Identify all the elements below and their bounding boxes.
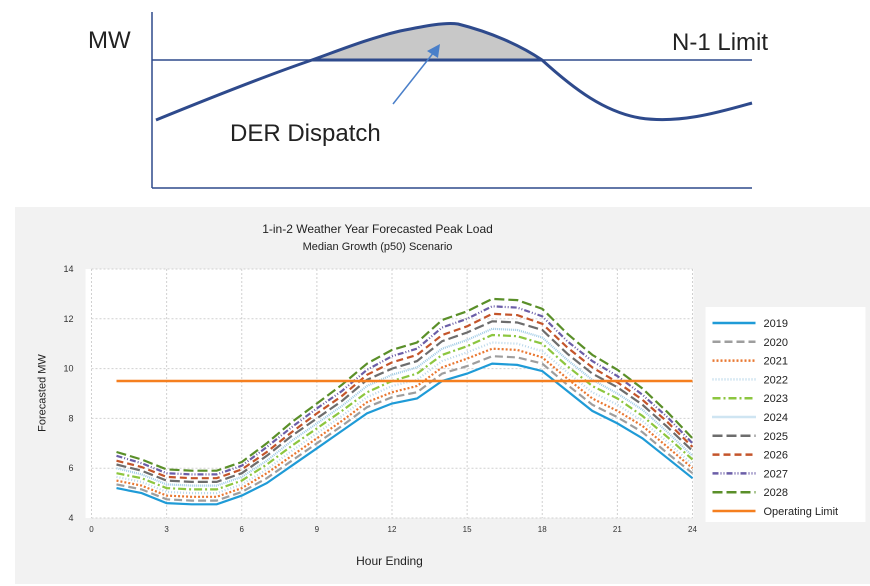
legend-label: 2026	[764, 450, 788, 462]
peak-load-chart: 1-in-2 Weather Year Forecasted Peak Load…	[15, 207, 870, 584]
x-tick-label: 12	[388, 525, 397, 534]
y-tick-label: 12	[63, 314, 73, 324]
legend-label: 2020	[764, 337, 788, 349]
grid-lines	[91, 268, 693, 519]
load-curve	[155, 22, 753, 122]
legend-label: 2023	[764, 393, 788, 405]
series-line-2025	[116, 320, 694, 483]
series-line-2019	[116, 362, 694, 506]
y-tick-label: 6	[68, 463, 73, 473]
x-tick-label: 24	[688, 525, 697, 534]
y-tick-label: 14	[63, 264, 73, 274]
legend-label: 2021	[764, 356, 788, 368]
y-tick-label: 4	[68, 513, 73, 523]
x-tick-label: 6	[240, 525, 245, 534]
series-lines	[116, 297, 694, 506]
chart-title: 1-in-2 Weather Year Forecasted Peak Load	[262, 222, 493, 236]
y-axis-label: Forecasted MW	[37, 354, 49, 432]
series-line-2023	[116, 333, 694, 491]
series-line-2027	[116, 305, 694, 476]
series-line-2020	[116, 355, 694, 502]
der-dispatch-diagram: MW N-1 Limit DER Dispatch	[88, 12, 768, 189]
dispatch-arrow	[392, 51, 435, 105]
series-line-2021	[116, 347, 694, 498]
legend-label: 2025	[764, 431, 788, 443]
legend-label: 2022	[764, 374, 788, 386]
series-line-2022	[116, 341, 694, 495]
arrow-head-icon	[427, 44, 440, 58]
n1-limit-label: N-1 Limit	[672, 29, 768, 56]
legend-label: 2027	[764, 468, 788, 480]
x-tick-label: 9	[315, 525, 320, 534]
mw-label: MW	[88, 27, 131, 54]
legend: 2019 2020 2021 2022 2023 2024 2025 2026 2027 2028…	[712, 318, 839, 518]
x-tick-labels: 0 3 6 9 12 15 18 21 24	[89, 525, 697, 534]
der-dispatch-label: DER Dispatch	[230, 120, 381, 147]
x-tick-label: 18	[538, 525, 547, 534]
x-tick-label: 0	[89, 525, 94, 534]
chart-subtitle: Median Growth (p50) Scenario	[303, 241, 453, 253]
legend-label: 2024	[764, 412, 788, 424]
x-axis-label: Hour Ending	[356, 554, 423, 568]
y-tick-label: 8	[68, 413, 73, 423]
x-tick-label: 3	[164, 525, 169, 534]
series-line-2028	[116, 297, 694, 472]
x-tick-label: 15	[463, 525, 472, 534]
y-tick-label: 10	[63, 364, 73, 374]
legend-label: 2019	[764, 318, 788, 330]
y-tick-labels: 4 6 8 10 12 14	[63, 264, 73, 523]
legend-label: 2028	[764, 487, 788, 499]
legend-label: Operating Limit	[764, 506, 839, 518]
x-tick-label: 21	[613, 525, 622, 534]
